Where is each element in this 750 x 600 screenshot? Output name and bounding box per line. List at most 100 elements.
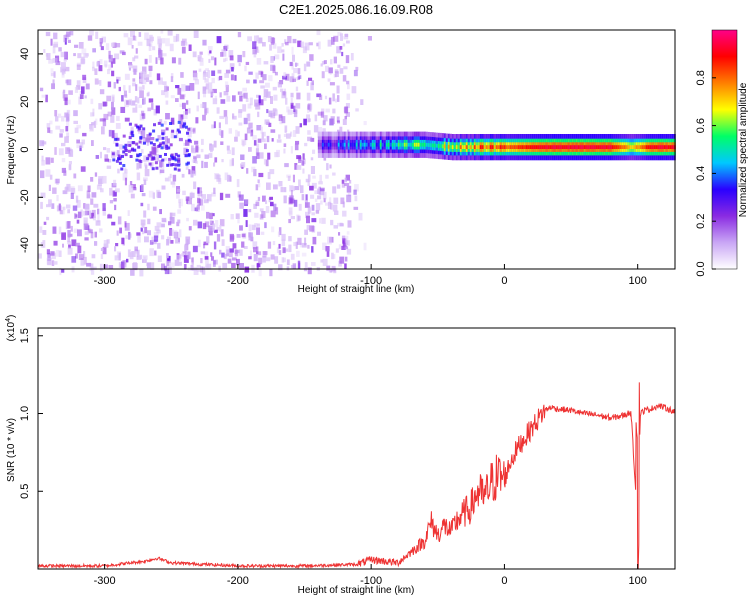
noise-cell — [247, 113, 251, 122]
noise-cell — [326, 251, 330, 257]
noise-cell — [237, 131, 240, 137]
noise-cell — [229, 63, 235, 70]
noise-cell — [90, 177, 94, 182]
noise-cell — [72, 205, 78, 211]
band-cell — [339, 142, 342, 147]
noise-cell — [85, 53, 89, 57]
noise-cell — [337, 31, 342, 36]
noise-cell — [344, 33, 349, 40]
noise-cell — [219, 92, 222, 98]
band-cell — [439, 144, 442, 148]
y-tick-label: 20 — [19, 96, 31, 108]
noise-cell — [327, 201, 332, 209]
noise-cell — [291, 46, 294, 55]
noise-cell — [258, 99, 264, 106]
snr-y-multiplier: (x104) — [5, 315, 17, 342]
noise-cell — [269, 268, 273, 277]
noise-cell — [309, 225, 315, 232]
band-cell — [351, 142, 354, 147]
band-cell — [433, 143, 436, 148]
noise-cell — [132, 82, 136, 87]
noise-cell — [224, 57, 228, 62]
noise-cell — [158, 43, 162, 48]
band-cell — [575, 145, 578, 149]
noise-cell — [270, 201, 274, 207]
noise-cell — [177, 163, 181, 167]
noise-cell — [130, 130, 134, 134]
noise-cell — [160, 30, 164, 34]
noise-cell — [307, 174, 311, 182]
noise-cell — [205, 68, 209, 72]
noise-cell — [282, 257, 286, 263]
noise-cell — [132, 78, 136, 82]
noise-cell — [170, 73, 174, 78]
noise-cell — [307, 103, 312, 111]
band-cell — [361, 142, 364, 147]
noise-cell — [174, 163, 178, 167]
noise-cell — [344, 246, 349, 250]
noise-cell — [181, 84, 186, 92]
noise-cell — [43, 221, 47, 225]
noise-cell — [346, 93, 351, 100]
noise-cell — [236, 234, 241, 238]
noise-cell — [332, 93, 335, 102]
noise-cell — [330, 219, 334, 226]
band-cell — [635, 145, 638, 149]
noise-cell — [203, 90, 206, 98]
noise-cell — [240, 154, 245, 160]
noise-cell — [341, 245, 346, 250]
noise-cell — [148, 65, 153, 71]
noise-cell — [336, 85, 340, 94]
noise-cell — [219, 249, 222, 255]
noise-cell — [333, 197, 339, 204]
noise-cell — [177, 158, 181, 162]
noise-cell — [293, 77, 299, 81]
band-cell — [425, 142, 428, 147]
noise-cell — [95, 155, 99, 159]
noise-cell — [224, 81, 229, 88]
noise-cell — [166, 239, 170, 246]
noise-cell — [345, 55, 350, 64]
noise-cell — [111, 130, 115, 139]
spectrogram-y-label: Frequency (Hz) — [6, 116, 17, 185]
noise-cell — [258, 95, 261, 104]
noise-cell — [169, 163, 173, 167]
noise-cell — [196, 264, 201, 272]
noise-cell — [130, 268, 135, 276]
noise-cell — [297, 260, 301, 269]
noise-cell — [99, 80, 102, 86]
noise-cell — [270, 112, 276, 119]
noise-cell — [159, 142, 163, 146]
noise-cell — [336, 184, 341, 189]
band-cell — [327, 142, 330, 147]
noise-cell — [185, 196, 190, 202]
noise-cell — [220, 130, 224, 138]
noise-cell — [191, 166, 196, 174]
noise-cell — [122, 164, 126, 167]
noise-cell — [61, 158, 66, 163]
noise-cell — [157, 38, 162, 46]
noise-cell — [170, 219, 174, 223]
noise-cell — [62, 190, 67, 195]
noise-cell — [239, 263, 244, 270]
noise-cell — [161, 263, 165, 271]
noise-cell — [200, 103, 205, 108]
noise-cell — [89, 125, 94, 132]
noise-cell — [50, 251, 55, 256]
noise-cell — [191, 145, 194, 152]
noise-cell — [65, 79, 69, 84]
noise-cell — [197, 197, 201, 203]
noise-cell — [310, 82, 314, 91]
noise-cell — [74, 44, 79, 48]
band-cell — [399, 142, 402, 147]
noise-cell — [277, 46, 282, 54]
noise-cell — [297, 237, 302, 245]
band-cell — [321, 142, 324, 147]
noise-cell — [307, 244, 310, 249]
y-tick-label: 40 — [19, 48, 31, 60]
noise-cell — [161, 158, 165, 162]
noise-cell — [194, 140, 199, 145]
noise-cell — [213, 187, 216, 194]
noise-cell — [103, 60, 108, 67]
